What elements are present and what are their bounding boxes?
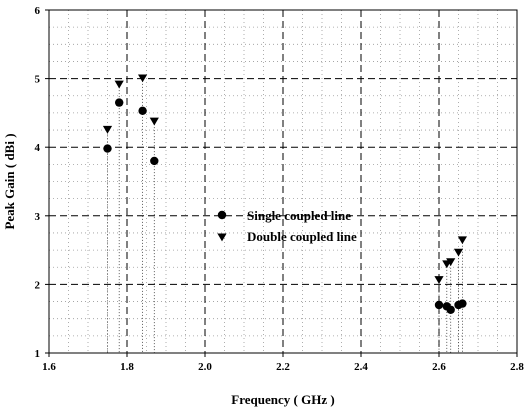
single-coupled-point: [150, 156, 159, 166]
y-tick-label: 6: [35, 5, 41, 17]
x-tick-label: 1.6: [42, 361, 56, 373]
single-coupled-point: [138, 106, 147, 116]
points-layer: [102, 74, 467, 314]
legend: Single coupled line Double coupled line: [217, 208, 357, 244]
legend-label-double: Double coupled line: [247, 229, 357, 244]
double-coupled-point: [434, 276, 444, 284]
y-tick-label: 4: [35, 142, 41, 154]
x-tick-label: 2.0: [198, 361, 212, 373]
single-coupled-point: [434, 300, 444, 310]
y-tick-label: 5: [35, 74, 41, 86]
double-coupled-point: [138, 74, 148, 83]
legend-marker-double: [217, 233, 227, 242]
legend-label-single: Single coupled line: [247, 208, 351, 223]
y-axis-title: Peak Gain ( dBi ): [2, 133, 17, 229]
ticks-layer: 1.6 1.8 2.0 2.2 2.4 2.6 2.8 1 2 3 4 5 6: [35, 5, 525, 373]
y-tick-label: 2: [35, 279, 41, 291]
double-coupled-point: [114, 80, 124, 89]
single-coupled-point: [115, 98, 124, 107]
x-tick-label: 2.8: [510, 361, 524, 373]
legend-marker-single: [217, 210, 227, 220]
x-tick-label: 2.6: [432, 361, 446, 373]
double-coupled-point: [149, 117, 159, 126]
double-coupled-point: [102, 125, 113, 134]
single-coupled-point: [103, 144, 112, 153]
grid-layer: [49, 10, 517, 353]
single-coupled-point: [446, 305, 455, 314]
single-coupled-point: [458, 299, 467, 308]
x-tick-label: 2.2: [276, 361, 290, 373]
x-tick-label: 2.4: [354, 361, 368, 373]
double-coupled-point: [457, 236, 467, 245]
y-tick-label: 3: [35, 211, 41, 223]
double-coupled-point: [446, 258, 456, 267]
x-tick-label: 1.8: [120, 361, 134, 373]
x-axis-title: Frequency ( GHz ): [231, 392, 334, 407]
y-tick-label: 1: [35, 348, 41, 360]
double-coupled-point: [453, 248, 464, 257]
